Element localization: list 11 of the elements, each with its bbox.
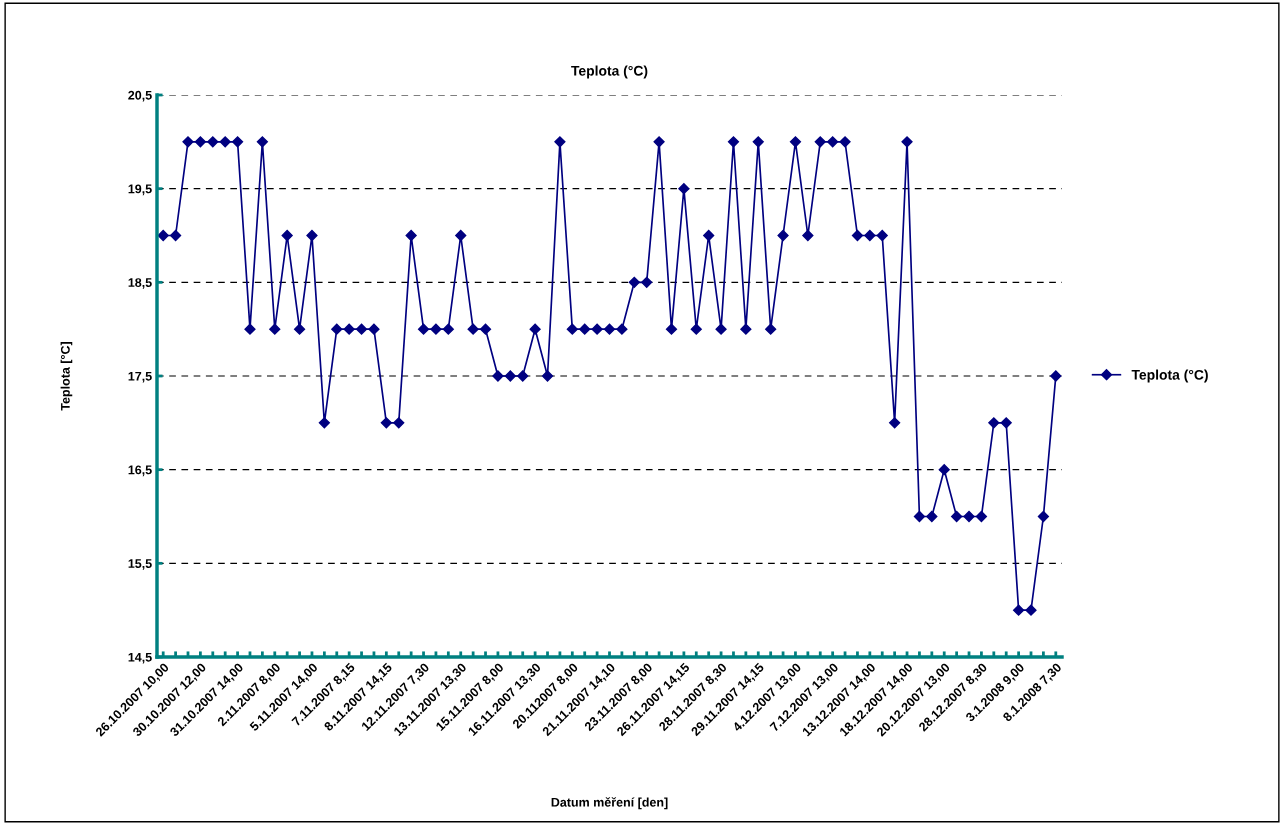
y-tick-label: 15,5 <box>128 559 152 570</box>
y-tick-label: 16,5 <box>128 465 152 477</box>
y-tick-label: 19,5 <box>128 184 152 196</box>
y-tick-label: 14,5 <box>128 652 152 664</box>
chart-title: Teplota (°C) <box>571 65 648 79</box>
y-axis-title: Teplota [°C] <box>60 342 73 411</box>
y-tick-label: 17,5 <box>128 371 152 383</box>
y-tick-label: 18,5 <box>128 278 152 289</box>
y-tick-label: 20,5 <box>128 90 152 102</box>
legend-label: Teplota (°C) <box>1131 369 1208 383</box>
x-axis-title: Datum měření [den] <box>551 797 668 810</box>
